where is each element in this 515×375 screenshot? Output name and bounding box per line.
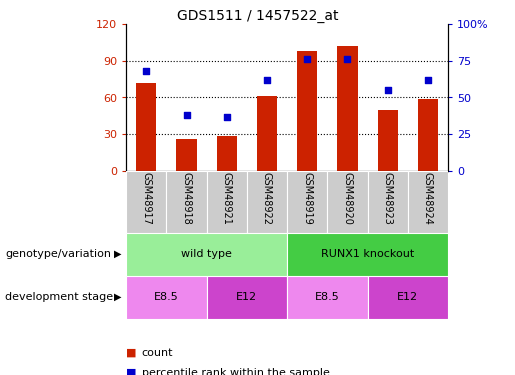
- Text: percentile rank within the sample: percentile rank within the sample: [142, 368, 330, 375]
- Text: ■: ■: [126, 368, 136, 375]
- Bar: [177, 139, 197, 171]
- Point: [344, 57, 352, 63]
- Text: GSM48924: GSM48924: [423, 172, 433, 225]
- Text: development stage: development stage: [5, 292, 113, 302]
- Bar: [166, 171, 207, 232]
- Text: E12: E12: [397, 292, 418, 302]
- Point: [263, 77, 271, 83]
- Bar: [217, 136, 237, 171]
- Text: ▶: ▶: [113, 249, 121, 259]
- Bar: [247, 171, 287, 232]
- Bar: [337, 46, 357, 171]
- Point: [222, 114, 231, 120]
- Text: GSM48917: GSM48917: [141, 172, 151, 225]
- Bar: [328, 171, 368, 232]
- Bar: [287, 276, 368, 319]
- Text: GSM48922: GSM48922: [262, 172, 272, 225]
- Text: GDS1511 / 1457522_at: GDS1511 / 1457522_at: [177, 9, 338, 23]
- Bar: [297, 51, 317, 171]
- Bar: [408, 171, 448, 232]
- Text: E8.5: E8.5: [154, 292, 179, 302]
- Text: E12: E12: [236, 292, 258, 302]
- Bar: [126, 232, 287, 276]
- Bar: [287, 232, 448, 276]
- Bar: [368, 171, 408, 232]
- Text: GSM48918: GSM48918: [181, 172, 192, 225]
- Text: RUNX1 knockout: RUNX1 knockout: [321, 249, 414, 259]
- Text: ■: ■: [126, 348, 136, 357]
- Bar: [136, 83, 157, 171]
- Text: E8.5: E8.5: [315, 292, 340, 302]
- Text: wild type: wild type: [181, 249, 232, 259]
- Point: [142, 68, 150, 74]
- Text: GSM48923: GSM48923: [383, 172, 393, 225]
- Bar: [126, 171, 166, 232]
- Text: count: count: [142, 348, 173, 357]
- Point: [424, 77, 432, 83]
- Point: [303, 57, 312, 63]
- Bar: [207, 171, 247, 232]
- Bar: [418, 99, 438, 171]
- Bar: [257, 96, 277, 171]
- Bar: [207, 276, 287, 319]
- Point: [384, 87, 392, 93]
- Text: genotype/variation: genotype/variation: [5, 249, 111, 259]
- Text: GSM48919: GSM48919: [302, 172, 312, 225]
- Bar: [126, 276, 207, 319]
- Text: ▶: ▶: [113, 292, 121, 302]
- Text: GSM48920: GSM48920: [342, 172, 352, 225]
- Point: [182, 112, 191, 118]
- Bar: [377, 110, 398, 171]
- Text: GSM48921: GSM48921: [222, 172, 232, 225]
- Bar: [368, 276, 448, 319]
- Bar: [287, 171, 328, 232]
